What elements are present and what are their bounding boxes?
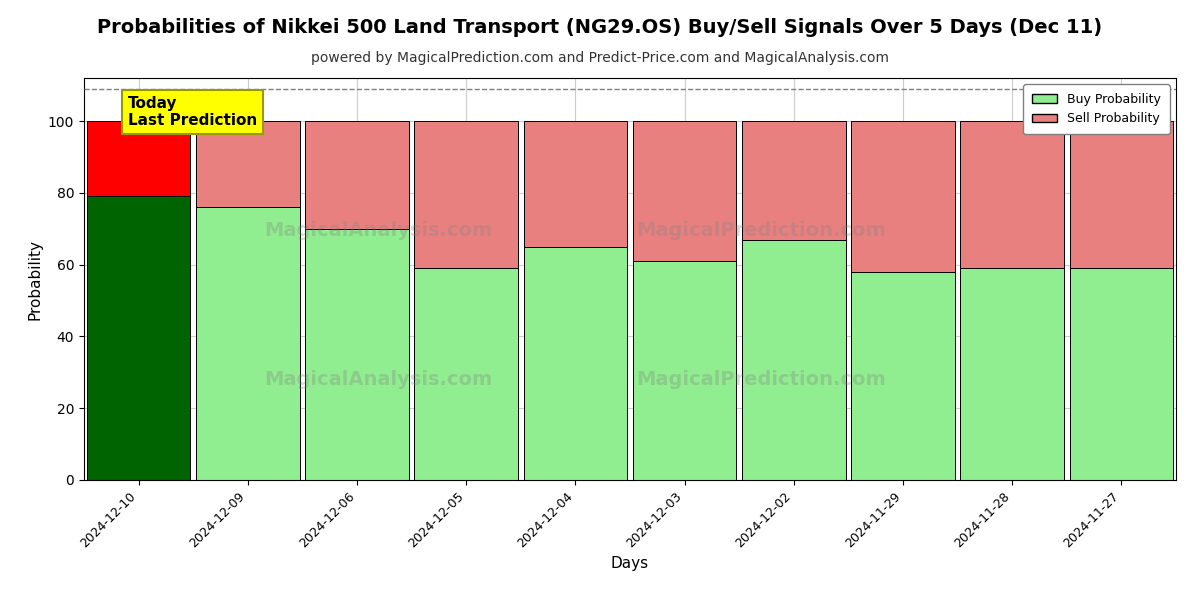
Text: powered by MagicalPrediction.com and Predict-Price.com and MagicalAnalysis.com: powered by MagicalPrediction.com and Pre… — [311, 51, 889, 65]
Text: Today
Last Prediction: Today Last Prediction — [127, 96, 257, 128]
Text: MagicalAnalysis.com: MagicalAnalysis.com — [265, 370, 493, 389]
Bar — [632, 261, 737, 480]
Text: MagicalAnalysis.com: MagicalAnalysis.com — [265, 221, 493, 240]
Y-axis label: Probability: Probability — [28, 238, 42, 319]
X-axis label: Days: Days — [611, 556, 649, 571]
Text: Probabilities of Nikkei 500 Land Transport (NG29.OS) Buy/Sell Signals Over 5 Day: Probabilities of Nikkei 500 Land Transpo… — [97, 18, 1103, 37]
Legend: Buy Probability, Sell Probability: Buy Probability, Sell Probability — [1024, 84, 1170, 134]
Bar — [196, 121, 300, 207]
Bar — [742, 239, 846, 480]
Bar — [523, 247, 628, 480]
Bar — [414, 268, 518, 480]
Bar — [414, 121, 518, 268]
Bar — [196, 207, 300, 480]
Bar — [1069, 121, 1174, 268]
Bar — [305, 121, 409, 229]
Bar — [851, 272, 955, 480]
Bar — [305, 229, 409, 480]
Bar — [742, 121, 846, 239]
Bar — [86, 196, 191, 480]
Bar — [523, 121, 628, 247]
Bar — [86, 121, 191, 196]
Bar — [960, 268, 1064, 480]
Bar — [1069, 268, 1174, 480]
Text: MagicalPrediction.com: MagicalPrediction.com — [636, 370, 886, 389]
Bar — [960, 121, 1064, 268]
Text: MagicalPrediction.com: MagicalPrediction.com — [636, 221, 886, 240]
Bar — [851, 121, 955, 272]
Bar — [632, 121, 737, 261]
